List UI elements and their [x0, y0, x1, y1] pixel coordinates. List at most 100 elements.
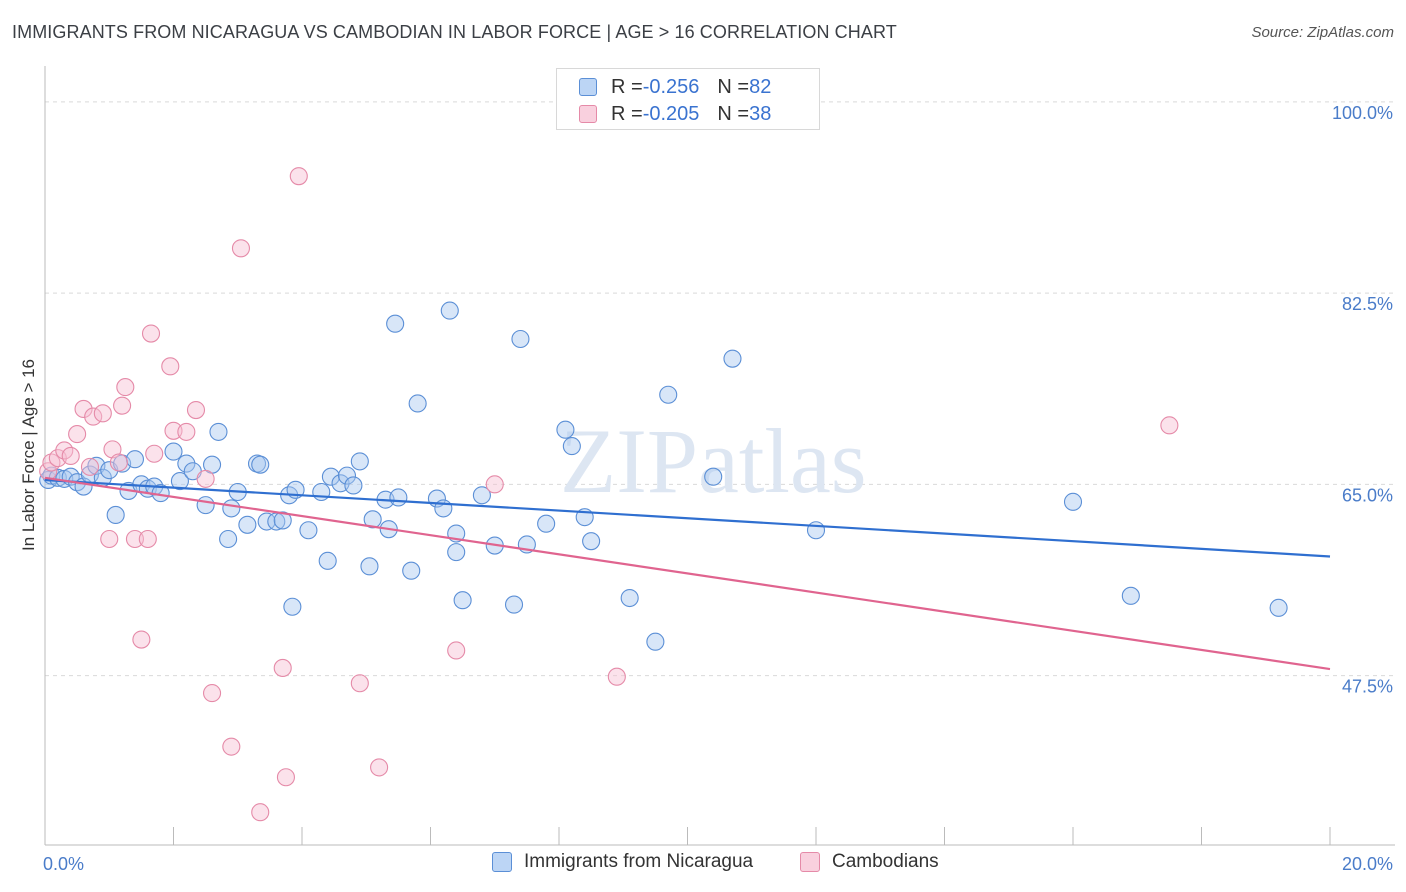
data-point: [318, 551, 337, 570]
data-point: [74, 399, 93, 419]
watermark: ZIPatlas: [560, 410, 867, 512]
y-tick-labels: 47.5% 65.0% 82.5% 100.0%: [1332, 103, 1393, 697]
legend-label-nicaragua: Immigrants from Nicaragua: [524, 851, 754, 872]
data-point: [276, 768, 295, 787]
data-point: [556, 420, 575, 439]
data-point: [646, 632, 665, 651]
y-tick-label: 82.5%: [1342, 294, 1393, 314]
data-point: [1269, 598, 1288, 617]
legend-item-cambodians: Cambodians: [800, 851, 939, 873]
data-point: [222, 499, 241, 518]
data-point: [257, 512, 276, 531]
legend-n-value: 82: [749, 75, 772, 98]
data-point: [370, 758, 389, 777]
data-point: [620, 588, 639, 608]
data-point: [251, 803, 270, 822]
data-point: [170, 472, 189, 491]
data-point: [103, 440, 122, 459]
x-tick-label: 0.0%: [43, 854, 84, 874]
data-point: [453, 591, 472, 610]
trend-line-cambodians: [44, 476, 1331, 671]
data-point: [1160, 416, 1179, 435]
legend-n-label: N =: [717, 75, 750, 98]
data-point: [273, 511, 292, 530]
data-point: [219, 529, 238, 549]
data-point: [408, 394, 427, 413]
data-point: [68, 425, 87, 444]
data-point: [203, 684, 222, 703]
data-point: [141, 324, 161, 343]
legend-r-label: R =: [611, 102, 643, 125]
legend-swatch-blue: [492, 852, 512, 872]
x-tick-labels: 0.0% 20.0%: [43, 854, 1393, 874]
data-point: [238, 515, 257, 534]
trend-lines: [44, 476, 1331, 671]
data-point: [299, 521, 318, 540]
data-point: [659, 385, 678, 404]
source-label: Source: ZipAtlas.com: [1251, 24, 1394, 41]
legend-swatch-pink: [800, 852, 820, 872]
data-point: [116, 378, 135, 397]
data-point: [337, 466, 357, 485]
gridlines: [45, 101, 1395, 677]
legend-label-cambodians: Cambodians: [832, 851, 939, 872]
data-point: [607, 667, 626, 686]
data-point: [177, 454, 196, 473]
data-point: [196, 496, 215, 515]
y-axis-title: In Labor Force | Age > 16: [19, 359, 38, 551]
axes: [44, 66, 1395, 846]
data-point: [283, 597, 302, 616]
data-point: [164, 421, 183, 440]
data-point: [106, 505, 125, 525]
series-cambodians-points: [39, 167, 1179, 822]
data-point: [321, 467, 340, 486]
data-point: [138, 529, 157, 549]
data-point: [344, 476, 363, 495]
data-point: [389, 488, 408, 507]
series-nicaragua-points: [39, 301, 1288, 651]
series-legend: Immigrants from Nicaragua Cambodians: [0, 851, 1406, 877]
chart-title: IMMIGRANTS FROM NICARAGUA VS CAMBODIAN I…: [12, 22, 897, 42]
data-point: [562, 437, 581, 456]
data-point: [125, 450, 144, 469]
data-point: [113, 396, 132, 415]
data-point: [537, 514, 556, 533]
data-point: [440, 301, 459, 320]
legend-item-nicaragua: Immigrants from Nicaragua: [492, 851, 753, 873]
data-point: [1121, 586, 1140, 605]
legend-r-label: R =: [611, 75, 643, 98]
data-point: [177, 422, 196, 441]
data-point: [472, 486, 491, 505]
data-point: [350, 674, 369, 693]
data-point: [186, 400, 206, 420]
trend-line-nicaragua: [44, 478, 1331, 558]
data-point: [93, 404, 112, 423]
stats-legend: R = -0.256 N = 82 R = -0.205 N = 38: [556, 68, 820, 130]
legend-r-value: -0.256: [642, 75, 700, 98]
legend-n-value: 38: [749, 102, 772, 125]
y-tick-label: 100.0%: [1332, 103, 1393, 123]
data-point: [80, 457, 100, 476]
data-point: [704, 467, 723, 486]
data-point: [350, 452, 369, 471]
data-point: [273, 658, 292, 678]
data-point: [312, 482, 331, 502]
y-tick-label: 65.0%: [1342, 485, 1393, 505]
data-point: [447, 641, 466, 660]
data-point: [806, 521, 826, 540]
legend-row-cambodians: R = -0.205 N = 38: [579, 101, 771, 127]
x-tick-label: 20.0%: [1342, 854, 1393, 874]
data-point: [386, 314, 405, 333]
data-point: [1063, 492, 1083, 511]
data-point: [164, 442, 183, 461]
data-point: [209, 422, 228, 441]
legend-swatch-pink: [579, 105, 597, 123]
data-point: [109, 453, 128, 472]
legend-row-nicaragua: R = -0.256 N = 82: [579, 74, 771, 100]
data-point: [511, 329, 530, 349]
data-point: [360, 557, 379, 576]
data-point: [125, 529, 144, 549]
data-point: [61, 446, 80, 465]
data-point: [251, 455, 270, 474]
